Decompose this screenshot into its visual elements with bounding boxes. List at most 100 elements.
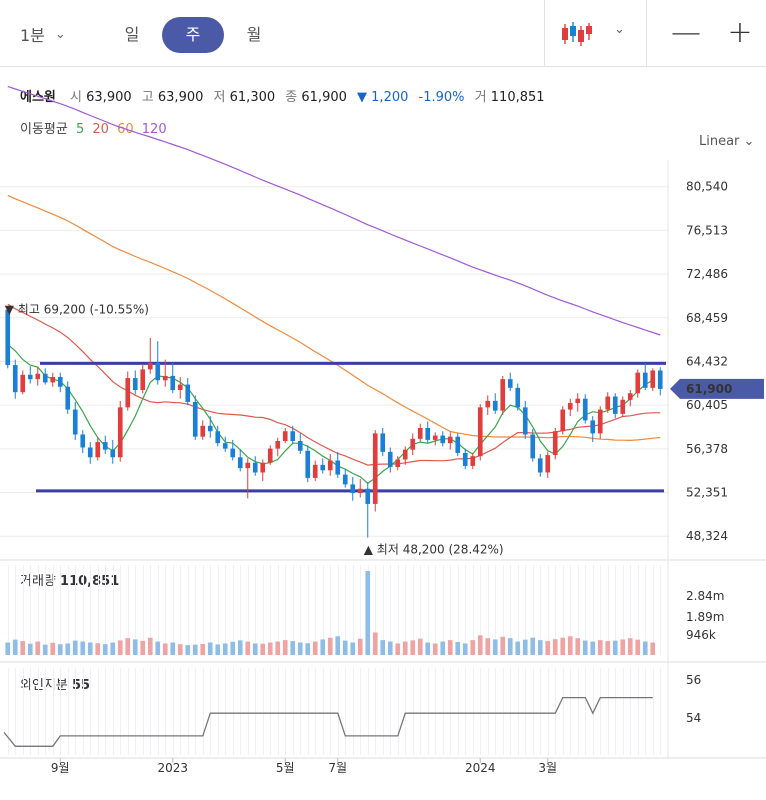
low-annotation: ▲ 최저 48,200 (28.42%) bbox=[364, 543, 504, 557]
period-day-tab[interactable]: 일 bbox=[124, 25, 140, 44]
price-tick-label: 52,351 bbox=[686, 486, 728, 500]
period-month-tab[interactable]: 월 bbox=[246, 25, 262, 44]
volume-bar bbox=[470, 640, 476, 655]
candle-body bbox=[440, 435, 446, 444]
candle-body bbox=[650, 370, 656, 388]
candle-body bbox=[72, 409, 78, 435]
candle-body bbox=[425, 427, 431, 440]
open-value: 63,900 bbox=[86, 90, 132, 105]
candle-body bbox=[117, 407, 123, 458]
change-value: ▼ 1,200 bbox=[357, 90, 409, 105]
candle-body bbox=[12, 365, 18, 393]
volume-bar bbox=[230, 641, 236, 655]
candle-body bbox=[395, 459, 401, 468]
candle-body bbox=[192, 401, 198, 437]
foreign-ownership-line bbox=[3, 696, 653, 747]
volume-bar bbox=[320, 639, 326, 655]
volume-bar bbox=[537, 640, 543, 655]
candle-body bbox=[207, 425, 213, 432]
candle-body bbox=[245, 462, 251, 469]
volume-tick-label: 1.89m bbox=[686, 610, 724, 624]
zoom-out-button[interactable]: — bbox=[671, 15, 701, 50]
candle-body bbox=[102, 442, 108, 450]
candle-body bbox=[642, 372, 648, 388]
moving-average-legend[interactable]: 이동평균 5 20 60 120 bbox=[20, 118, 171, 137]
volume-bar bbox=[237, 640, 243, 655]
volume-bar bbox=[582, 640, 588, 655]
candle-body bbox=[200, 425, 206, 437]
candle-body bbox=[537, 458, 543, 473]
ma-120-label: 120 bbox=[141, 122, 167, 137]
candle-body bbox=[417, 427, 423, 439]
close-value: 61,900 bbox=[301, 90, 347, 105]
volume-bar bbox=[642, 641, 648, 655]
interval-label: 1분 bbox=[20, 26, 45, 45]
volume-tick-label: 946k bbox=[686, 628, 716, 642]
candle-body bbox=[305, 450, 311, 478]
price-tick-label: 68,459 bbox=[686, 311, 728, 325]
candle-body bbox=[20, 374, 26, 393]
candle-body bbox=[657, 370, 663, 389]
volume-bar bbox=[522, 639, 528, 655]
volume-bar bbox=[462, 643, 468, 655]
price-tick-label: 60,405 bbox=[686, 398, 728, 412]
candle-body bbox=[27, 374, 33, 380]
volume-bar bbox=[72, 640, 78, 655]
candle-body bbox=[545, 455, 551, 473]
volume-bar bbox=[162, 643, 168, 655]
x-tick-label: 7월 bbox=[328, 761, 347, 775]
candle-body bbox=[552, 431, 558, 456]
candle-body bbox=[215, 431, 221, 444]
period-week-tab[interactable]: 주 bbox=[162, 17, 224, 53]
candle-body bbox=[80, 434, 86, 448]
open-label: 시 bbox=[70, 90, 82, 105]
chevron-down-icon: ⌄ bbox=[54, 26, 66, 42]
candle-body bbox=[432, 435, 438, 440]
toolbar-divider bbox=[544, 0, 545, 66]
volume-bar bbox=[402, 641, 408, 655]
volume-bar bbox=[260, 643, 266, 655]
candle-body bbox=[267, 448, 273, 463]
candle-body bbox=[185, 384, 191, 402]
volume-bar bbox=[290, 641, 296, 655]
candle-body bbox=[327, 460, 333, 471]
volume-bar bbox=[132, 639, 138, 655]
volume-bar bbox=[50, 642, 56, 655]
chart-toolbar: 1분 ⌄ 일 주 월 ⌄ — + bbox=[0, 0, 766, 67]
candle-body bbox=[42, 373, 48, 383]
candle-body bbox=[357, 488, 363, 494]
candle-body bbox=[252, 462, 258, 473]
interval-selector[interactable]: 1분 ⌄ bbox=[20, 14, 66, 54]
candlestick-icon[interactable] bbox=[560, 20, 594, 48]
volume-bar bbox=[192, 644, 198, 655]
volume-tick-label: 2.84m bbox=[686, 589, 724, 603]
ma-120-line bbox=[7, 85, 661, 336]
volume-bar bbox=[267, 642, 273, 655]
volume-panel-title: 거래량 bbox=[20, 574, 56, 589]
volume-bar bbox=[297, 642, 303, 655]
volume-bar bbox=[222, 643, 228, 655]
moving-average-label: 이동평균 bbox=[20, 122, 68, 137]
zoom-in-button[interactable]: + bbox=[727, 15, 753, 50]
volume-bar bbox=[65, 643, 71, 655]
foreign-tick-label: 54 bbox=[686, 711, 701, 725]
volume-bar bbox=[387, 641, 393, 655]
volume-bar bbox=[42, 644, 48, 655]
candle-body bbox=[612, 396, 618, 414]
volume-bar bbox=[575, 638, 581, 655]
candle-body bbox=[477, 407, 483, 457]
candle-body bbox=[177, 384, 183, 391]
candle-body bbox=[605, 396, 611, 410]
x-tick-label: 5월 bbox=[276, 761, 295, 775]
volume-value: 110,851 bbox=[490, 90, 545, 105]
change-percent: -1.90% bbox=[418, 90, 465, 105]
volume-bar bbox=[200, 643, 206, 655]
scale-mode-label: Linear bbox=[699, 134, 740, 149]
chart-type-chevron-icon[interactable]: ⌄ bbox=[614, 22, 625, 37]
foreign-panel-value: 55 bbox=[71, 678, 91, 693]
volume-bar bbox=[95, 643, 101, 655]
candle-body bbox=[387, 451, 393, 468]
volume-label: 거 bbox=[474, 90, 487, 105]
scale-mode-selector[interactable]: Linear ⌄ bbox=[699, 134, 754, 149]
